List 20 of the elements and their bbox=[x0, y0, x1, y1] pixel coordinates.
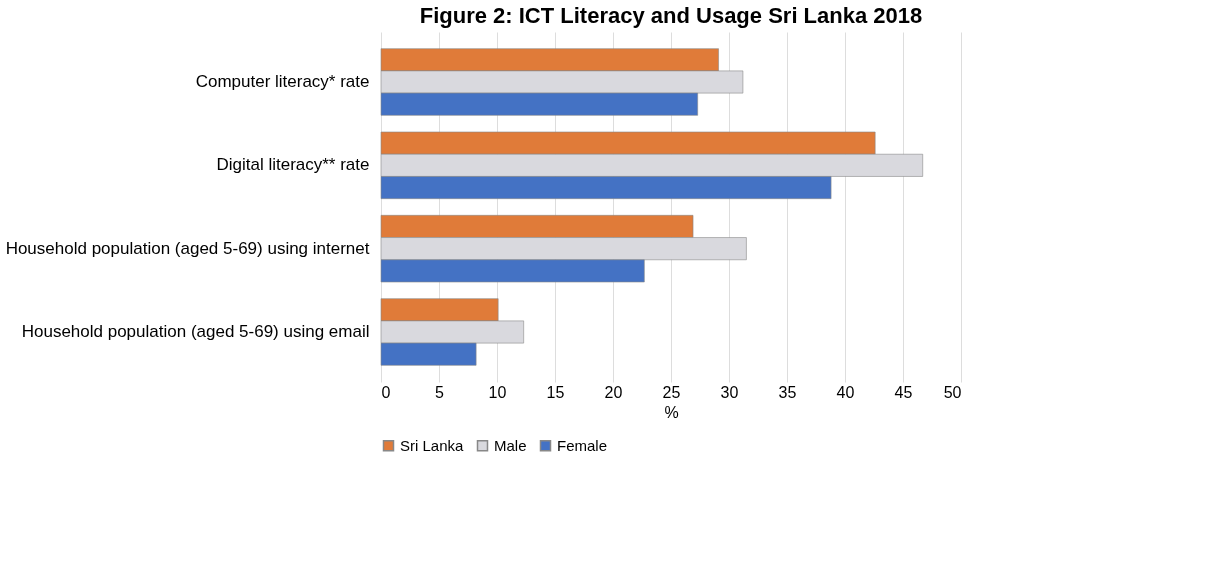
legend-label: Female bbox=[557, 436, 608, 454]
x-tick-label: 50 bbox=[943, 383, 962, 401]
x-tick-label: 10 bbox=[488, 383, 507, 401]
x-tick-label: 20 bbox=[604, 383, 623, 401]
x-tick-label: 45 bbox=[894, 383, 913, 401]
x-tick-label: 25 bbox=[662, 383, 681, 401]
y-tick-label: Household population (aged 5-69) using internet bbox=[5, 238, 370, 258]
chart-title: Figure 2: ICT Literacy and Usage Sri Lanka 2018 bbox=[419, 3, 923, 28]
x-tick-label: 5 bbox=[435, 383, 445, 401]
legend-label: Sri Lanka bbox=[400, 436, 465, 454]
y-tick-label: Digital literacy** rate bbox=[216, 155, 370, 175]
x-tick-label: 0 bbox=[381, 383, 391, 401]
x-axis-title: % bbox=[664, 403, 679, 421]
x-tick-label: 30 bbox=[720, 383, 739, 401]
x-tick-label: 35 bbox=[778, 383, 797, 401]
x-tick-label: 40 bbox=[836, 383, 855, 401]
y-tick-label: Computer literacy* rate bbox=[195, 72, 370, 91]
legend-label: Male bbox=[494, 436, 527, 454]
y-tick-label: Household population (aged 5-69) using email bbox=[21, 322, 370, 341]
x-tick-label: 15 bbox=[546, 383, 565, 401]
